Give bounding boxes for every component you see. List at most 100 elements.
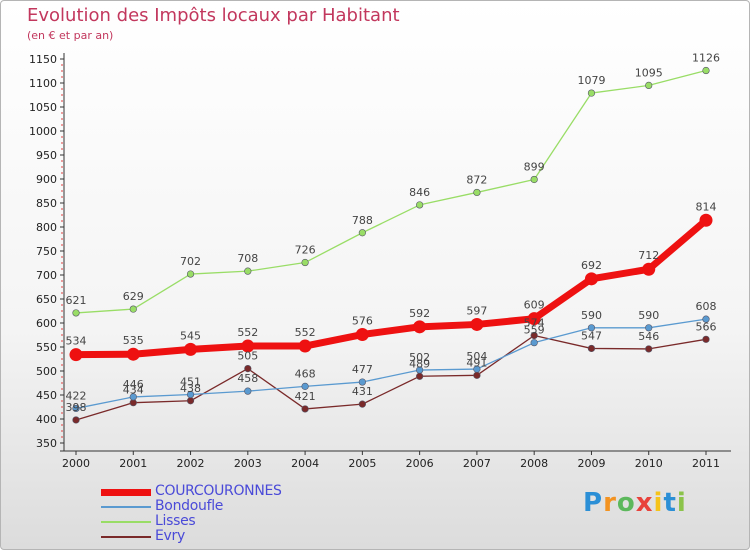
data-point [355,328,369,342]
data-point [358,229,366,237]
y-tick-label: 1050 [29,101,57,114]
data-label: 590 [581,309,602,322]
data-label: 505 [237,350,258,363]
y-tick-label: 450 [36,389,57,402]
series-line-courcouronnes [72,216,710,359]
x-tick-label: 2011 [692,457,720,470]
data-label: 491 [466,356,487,369]
series-line-lisses [75,69,707,314]
data-label: 872 [466,173,487,186]
data-label: 552 [237,326,258,339]
chart-subtitle: (en € et par an) [27,29,114,42]
data-point [186,397,195,405]
data-label: 431 [352,385,373,398]
y-tick-label: 800 [36,221,57,234]
data-label: 712 [638,249,659,262]
data-label: 534 [66,335,87,348]
data-point [301,258,309,267]
data-point [186,270,195,278]
data-label: 421 [295,390,316,403]
y-tick-label: 1100 [29,77,57,90]
x-tick-label: 2009 [577,457,605,470]
data-label: 458 [237,372,258,385]
data-point [129,305,137,313]
data-point [186,390,195,399]
legend-swatch [101,506,151,508]
data-label: 576 [352,315,373,328]
data-point [244,387,252,395]
logo-letter: i [676,488,687,518]
y-tick-label: 400 [36,413,57,426]
data-label: 546 [638,330,659,343]
series-line-bondoufle [75,318,707,410]
data-point [72,416,80,424]
x-tick-label: 2001 [119,457,147,470]
data-label: 547 [581,329,602,342]
data-point [645,81,653,89]
data-point [416,366,424,374]
data-point [126,347,140,361]
data-point [69,348,83,362]
y-tick-label: 1000 [29,125,57,138]
data-label: 1079 [577,74,605,87]
legend-label: Bondoufle [155,498,224,514]
data-label: 545 [180,329,201,342]
x-tick-label: 2005 [348,457,376,470]
logo-letter: P [583,488,604,518]
data-point [584,272,598,286]
data-point [530,175,538,184]
data-label: 446 [123,378,144,391]
data-point [72,309,80,317]
data-point [241,339,255,353]
data-label: 629 [123,290,144,303]
data-point [530,339,538,347]
legend-swatch [101,521,151,523]
x-tick-label: 2007 [463,457,491,470]
series-line-evry [75,334,707,421]
x-tick-label: 2006 [406,457,434,470]
data-label: 608 [696,300,717,313]
x-tick-label: 2000 [62,457,90,470]
y-tick-label: 850 [36,197,57,210]
legend-label: COURCOURONNES [155,483,282,499]
data-label: 597 [466,304,487,317]
y-tick-label: 350 [36,437,57,450]
data-point [473,371,481,379]
chart-title: Evolution des Impôts locaux par Habitant [27,5,400,26]
data-point [129,393,137,401]
data-label: 559 [524,324,545,337]
data-label: 621 [66,294,87,307]
data-point [184,342,198,356]
data-point [645,324,653,332]
data-point [473,365,481,373]
data-label: 726 [295,244,316,257]
y-tick-label: 550 [36,341,57,354]
data-label: 788 [352,214,373,227]
data-label: 438 [180,382,201,395]
data-point [642,262,656,276]
data-label: 398 [66,401,87,414]
data-point [645,345,653,353]
data-label: 489 [409,357,430,370]
data-label: 422 [66,389,87,402]
data-point [301,382,309,390]
data-point [298,339,312,353]
legend-label: Evry [155,528,185,544]
data-point [587,344,596,353]
data-label: 692 [581,259,602,272]
x-tick-label: 2002 [177,457,205,470]
x-tick-label: 2010 [635,457,663,470]
data-point [358,378,366,386]
data-point [587,324,596,332]
data-point [470,317,484,331]
data-label: 1126 [692,52,720,65]
data-label: 590 [638,309,659,322]
data-point [301,405,309,413]
data-point [244,365,252,373]
data-point [72,404,80,413]
y-tick-label: 650 [36,293,57,306]
data-point [702,335,710,343]
data-label: 434 [123,384,144,397]
